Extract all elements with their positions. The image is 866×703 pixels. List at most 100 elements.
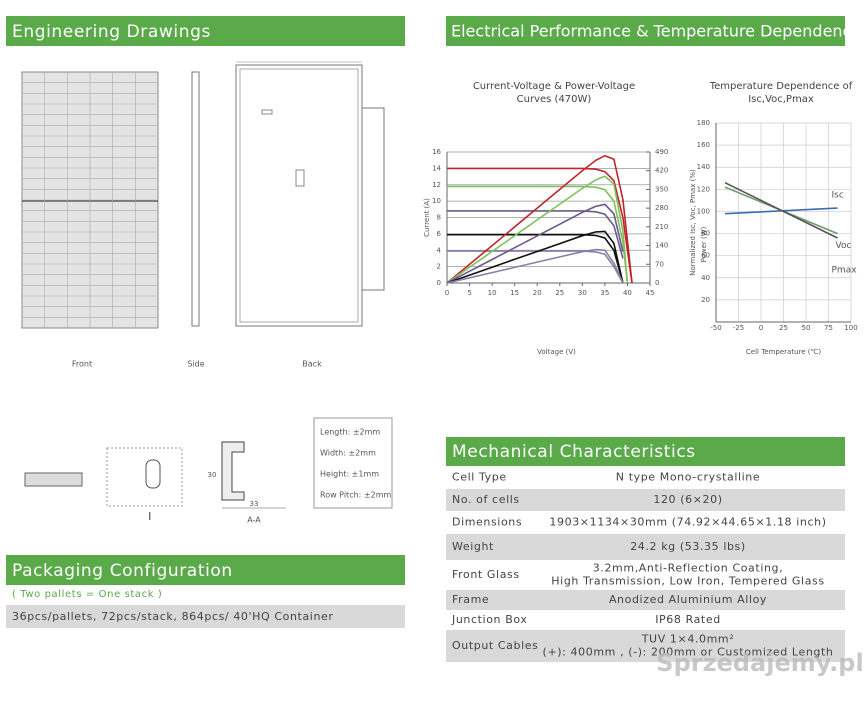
row-value: IP68 Rated: [655, 613, 721, 626]
y2-tick-label: 350: [655, 185, 668, 193]
row-value: High Transmission, Low Iron, Tempered Gl…: [551, 575, 824, 588]
series-line: [447, 210, 624, 259]
row-value: TUV 1×4.0mm²: [641, 633, 735, 646]
section-drawings: [24, 417, 393, 509]
series-line: [447, 233, 624, 284]
row-label: Cell Type: [452, 471, 507, 484]
chart: Temperature Dependence of Isc,Voc,Pmax 20 4…: [689, 81, 858, 356]
series-line: [446, 203, 624, 284]
packaging-note: ( Two pallets = One stack ): [12, 589, 162, 600]
y-tick-label: 12: [432, 181, 441, 189]
x-tick-label: 50: [802, 324, 811, 332]
row-value: 1903×1134×30mm (74.92×44.65×1.18 inch): [549, 516, 826, 529]
y-tick-label: 180: [697, 119, 710, 127]
section-label: I: [148, 510, 152, 523]
row-label: Weight: [452, 540, 494, 553]
x-tick-label: 5: [467, 289, 471, 297]
section-title: Mechanical Characteristics: [452, 442, 696, 462]
section-title: Engineering Drawings: [12, 22, 211, 42]
y2-tick-label: 210: [655, 223, 668, 231]
header-bar: [6, 16, 405, 46]
row-bg: [446, 590, 845, 610]
view-label: Back: [302, 360, 322, 369]
chart: Current-Voltage & Power-Voltage Curves (4…: [423, 81, 708, 356]
dimension: 33: [250, 500, 259, 508]
row-bg: [446, 489, 845, 511]
row-bg: [446, 534, 845, 560]
tolerance: Length: ±2mm: [320, 428, 380, 437]
y-tick-label: 60: [701, 252, 710, 260]
section-title: Electrical Performance & Temperature Dep…: [451, 22, 861, 41]
x-tick-label: -25: [733, 324, 744, 332]
chart-title: Isc,Voc,Pmax: [748, 94, 814, 105]
y2-tick-label: 280: [655, 204, 668, 212]
x-axis-label: Cell Temperature (℃): [746, 348, 821, 356]
row-value: (+): 400mm , (-): 200mm or Customized Le…: [543, 646, 834, 659]
y-tick-label: 6: [437, 230, 442, 238]
series-line: [446, 248, 624, 284]
header-bar: [6, 555, 405, 585]
x-tick-label: 20: [533, 289, 542, 297]
y-axis-label: Normalized Isc, Voc, Pmax (%): [689, 169, 697, 276]
view-label: Front: [72, 360, 92, 369]
packaging-detail: 36pcs/pallets, 72pcs/stack, 864pcs/ 40'H…: [12, 610, 334, 623]
side-view: [191, 71, 200, 327]
row-value: 24.2 kg (53.35 lbs): [630, 540, 746, 553]
row-label: Front Glass: [452, 568, 520, 581]
series-line: [446, 175, 629, 284]
series-label: Isc: [832, 191, 844, 201]
y2-tick-label: 70: [655, 260, 664, 268]
y-tick-label: 16: [432, 148, 441, 156]
row-label: Junction Box: [451, 613, 527, 626]
y-tick-label: 160: [697, 141, 710, 149]
chart-title: Current-Voltage & Power-Voltage: [473, 81, 635, 92]
series-line: [447, 167, 633, 284]
y-tick-label: 8: [437, 214, 441, 222]
row-label: No. of cells: [452, 493, 520, 506]
x-tick-label: -50: [710, 324, 721, 332]
x-tick-label: 25: [779, 324, 788, 332]
chart-title: Temperature Dependence of: [709, 81, 853, 92]
y-tick-label: 80: [701, 230, 710, 238]
y-tick-label: 140: [697, 163, 710, 171]
row-bg: [6, 605, 405, 628]
row-label: Frame: [452, 593, 489, 606]
back-view: [235, 61, 385, 327]
row-label: Dimensions: [452, 516, 522, 529]
row-label: Output Cables: [452, 639, 538, 652]
front-view: [21, 71, 159, 329]
tolerance: Width: ±2mm: [320, 449, 376, 458]
y-tick-label: 120: [697, 185, 710, 193]
section-label: A-A: [247, 516, 261, 525]
y-tick-label: 14: [432, 164, 441, 172]
series-label: Pmax: [832, 265, 858, 275]
y2-axis-label: Power (W): [700, 226, 708, 262]
series-line: [446, 154, 633, 284]
y-tick-label: 40: [701, 274, 710, 282]
y2-tick-label: 420: [655, 167, 668, 175]
series-line: [446, 230, 624, 284]
x-tick-label: 0: [445, 289, 449, 297]
y-tick-label: 10: [432, 197, 441, 205]
x-tick-label: 15: [510, 289, 519, 297]
tolerance: Height: ±1mm: [320, 470, 379, 479]
y-tick-label: 0: [437, 279, 441, 287]
x-tick-label: 40: [623, 289, 632, 297]
row-bg: [446, 630, 845, 662]
header-bar: [446, 16, 845, 46]
tolerance: Row Pitch: ±2mm: [320, 491, 391, 500]
series-label: Voc: [836, 241, 852, 251]
x-axis-label: Voltage (V): [537, 348, 576, 356]
x-tick-label: 25: [555, 289, 564, 297]
row-value: Anodized Aluminium Alloy: [609, 593, 767, 606]
dimension: 30: [208, 471, 217, 479]
y2-tick-label: 490: [655, 148, 668, 156]
row-value: N type Mono-crystalline: [616, 471, 760, 484]
x-tick-label: 100: [844, 324, 857, 332]
x-tick-label: 45: [646, 289, 655, 297]
x-tick-label: 35: [600, 289, 609, 297]
y-tick-label: 100: [697, 207, 710, 215]
row-value: 120 (6×20): [653, 493, 722, 506]
x-tick-label: 10: [488, 289, 497, 297]
